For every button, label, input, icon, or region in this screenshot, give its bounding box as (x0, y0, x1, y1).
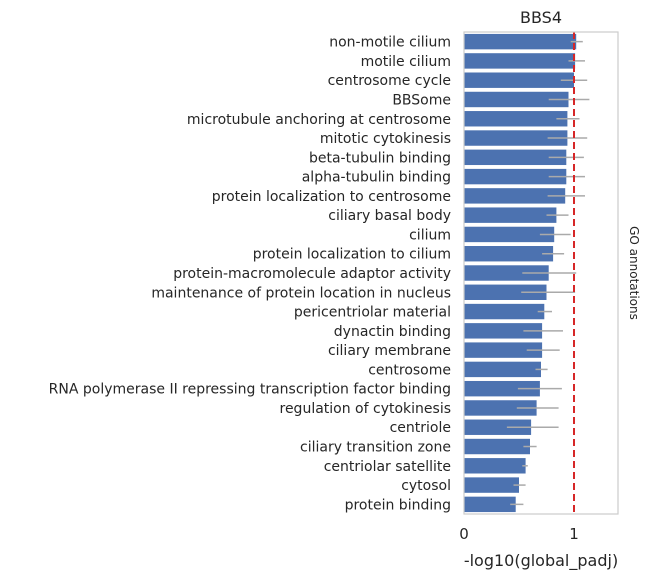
y-tick-label: non-motile cilium (329, 35, 451, 51)
bar (464, 33, 577, 50)
plot-frame (463, 31, 619, 515)
y-tick-label: pericentriolar material (294, 305, 451, 321)
y-tick-label: protein localization to centrosome (212, 189, 451, 205)
y-tick-label: mitotic cytokinesis (320, 131, 451, 147)
bar (464, 168, 567, 185)
bar (464, 477, 519, 493)
bar (464, 226, 555, 243)
y-tick-label: cilium (409, 227, 451, 243)
bar (464, 419, 532, 435)
bar (464, 303, 545, 320)
x-axis-label: -log10(global_padj) (464, 551, 618, 571)
bar (464, 284, 547, 300)
bar (464, 149, 567, 166)
bar (464, 246, 554, 262)
y-tick-label: cytosol (401, 478, 451, 494)
y-tick-label: alpha-tubulin binding (302, 170, 451, 186)
bar (464, 380, 540, 397)
y-tick-label: BBSome (392, 92, 451, 108)
error-bars-layer (506, 40, 590, 506)
y-tick-label: maintenance of protein location in nucle… (151, 285, 451, 301)
y-tick-label: ciliary basal body (328, 208, 451, 224)
y-tick-label: protein binding (345, 497, 451, 513)
y-tick-label: centrosome (368, 362, 451, 378)
y-tick-label: ciliary transition zone (300, 440, 451, 456)
bar (464, 207, 557, 223)
bar (464, 323, 543, 339)
y-tick-label: centriolar satellite (324, 459, 451, 475)
y-tick-label: RNA polymerase II repressing transcripti… (49, 382, 451, 398)
y-tick-label: protein localization to cilium (253, 247, 451, 263)
bar (464, 400, 537, 416)
y-tick-label: centriole (390, 420, 451, 436)
bar (464, 72, 574, 88)
bar (464, 496, 516, 513)
y-tick-label: beta-tubulin binding (309, 150, 451, 166)
bar (464, 111, 568, 127)
bar (464, 458, 526, 474)
bar (464, 438, 530, 455)
y-tick-label: microtubule anchoring at centrosome (187, 112, 451, 128)
chart-title: BBS4 (520, 8, 562, 27)
y-tick-label: centrosome cycle (328, 73, 451, 89)
y-tick-label: regulation of cytokinesis (280, 401, 452, 417)
y-tick-label: motile cilium (361, 54, 451, 70)
side-label: GO annotations (627, 226, 641, 320)
y-tick-label: dynactin binding (334, 324, 451, 340)
y-tick-label: ciliary membrane (328, 343, 451, 359)
bar (464, 342, 543, 358)
bar (464, 361, 541, 378)
x-tick-label: 1 (569, 525, 579, 543)
bar (464, 188, 566, 204)
bar (464, 53, 576, 69)
x-tick-label: 0 (459, 525, 469, 543)
bars-layer (464, 33, 577, 513)
y-tick-label: protein-macromolecule adaptor activity (173, 266, 451, 282)
y-tick-labels: non-motile cilium motile cilium centrosome… (49, 35, 451, 514)
bar (464, 91, 569, 108)
bar (464, 130, 568, 146)
bar (464, 265, 549, 281)
